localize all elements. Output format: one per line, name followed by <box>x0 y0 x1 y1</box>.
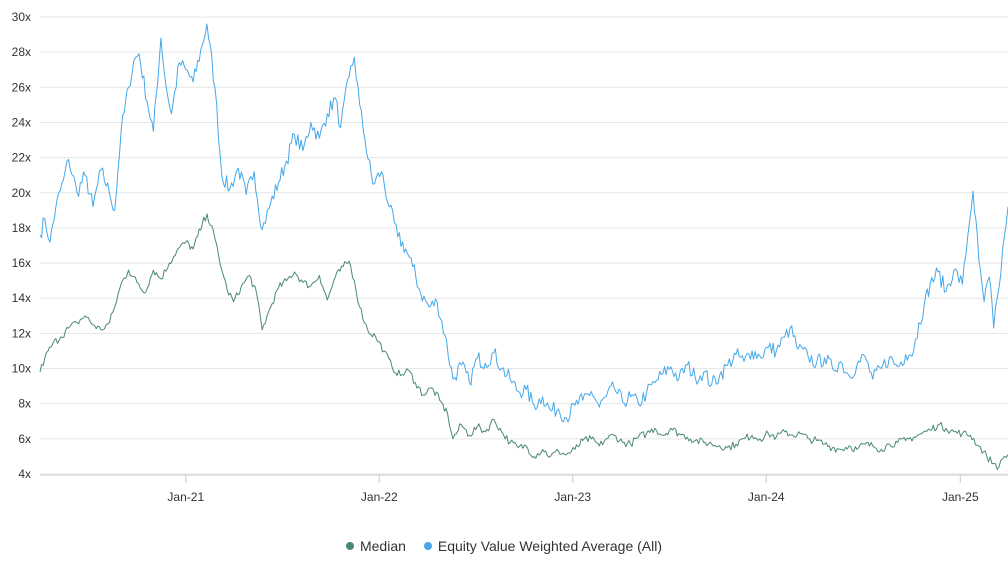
y-tick-label: 26x <box>12 80 31 94</box>
y-tick-label: 30x <box>12 10 31 24</box>
legend: Median Equity Value Weighted Average (Al… <box>0 538 1008 554</box>
x-tick-label: Jan-22 <box>361 490 398 504</box>
y-tick-label: 28x <box>12 45 31 59</box>
series-lines <box>39 23 1008 470</box>
legend-marker-median <box>345 542 354 550</box>
y-tick-label: 18x <box>12 221 31 235</box>
y-axis: 4x 6x 8x 10x 12x 14x 16x 18x 20x 22x 24x 26x 28x 30x <box>12 10 31 481</box>
series-line-weighted-average[interactable] <box>39 23 1008 423</box>
y-tick-label: 4x <box>18 467 31 481</box>
series-line-median[interactable] <box>39 213 1008 470</box>
y-tick-label: 12x <box>12 326 31 340</box>
legend-item-weighted-average[interactable]: Equity Value Weighted Average (All) <box>423 538 663 554</box>
x-tick-label: Jan-23 <box>554 490 591 504</box>
line-chart: 4x6x8x10x12x14x16x18x20x22x24x26x28x30x … <box>12 10 1008 504</box>
legend-label-weighted-average: Equity Value Weighted Average (All) <box>437 538 663 554</box>
y-tick-label: 24x <box>12 115 31 129</box>
y-tick-label: 8x <box>18 397 31 411</box>
y-tick-label: 14x <box>12 291 31 305</box>
y-tick-label: 22x <box>12 151 31 165</box>
x-axis: Jan-21 Jan-22 Jan-23 Jan-24 Jan-25 <box>40 474 1008 504</box>
y-tick-label: 16x <box>12 256 31 270</box>
x-tick-label: Jan-24 <box>748 490 785 504</box>
x-tick-label: Jan-25 <box>942 490 979 504</box>
y-tick-label: 20x <box>12 186 31 200</box>
y-tick-label: 10x <box>12 362 31 376</box>
x-tick-label: Jan-21 <box>167 490 204 504</box>
y-tick-label: 6x <box>18 432 31 446</box>
grid-lines <box>40 16 1008 475</box>
legend-label-median: Median <box>359 538 406 554</box>
legend-item-median[interactable]: Median <box>345 538 406 554</box>
legend-marker-weighted-average <box>423 542 432 550</box>
